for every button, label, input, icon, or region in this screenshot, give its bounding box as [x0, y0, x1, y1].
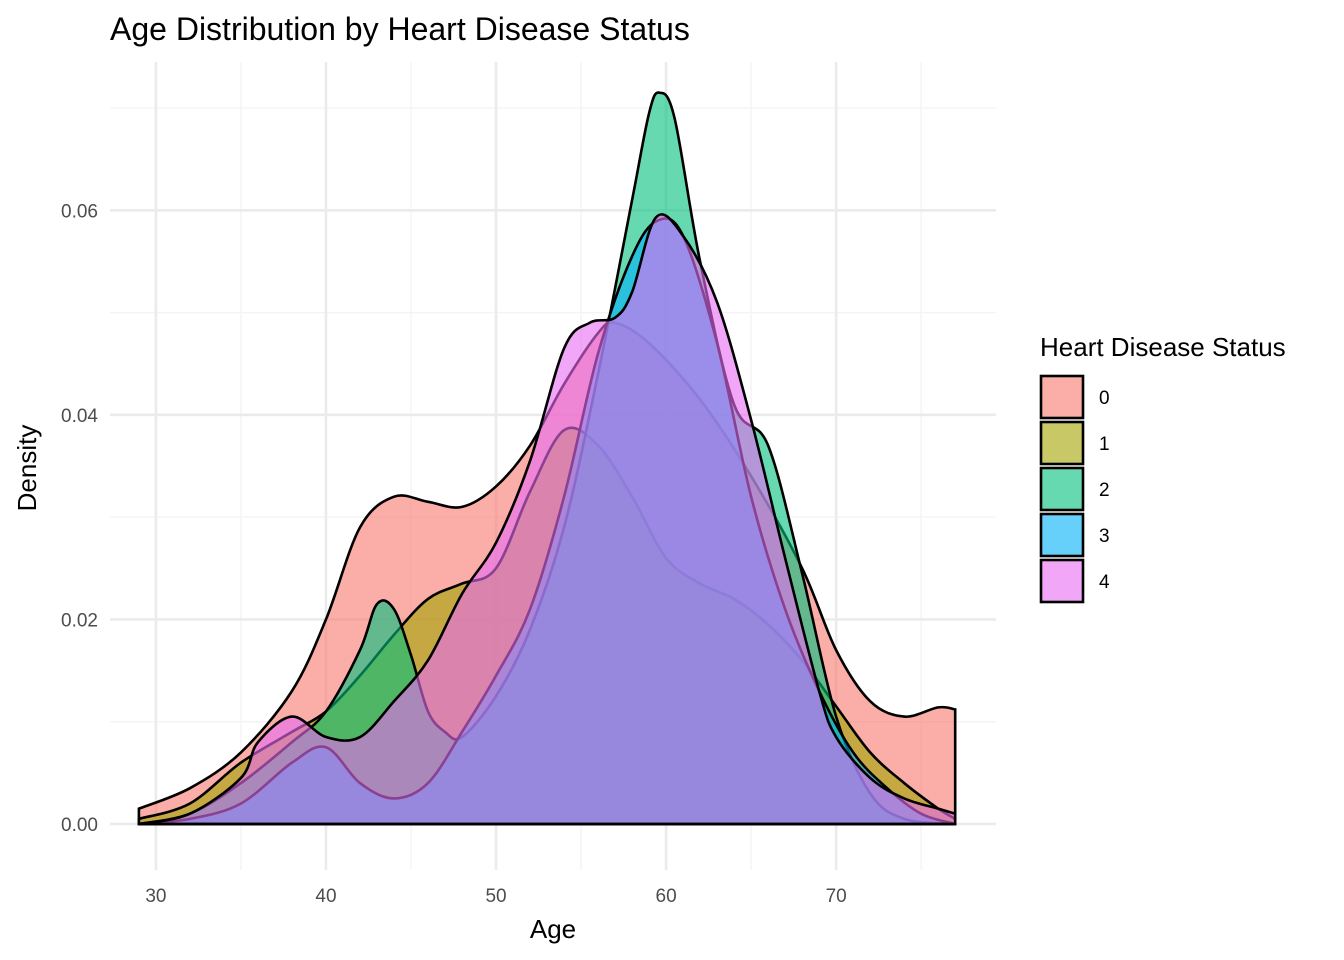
legend-items: 0 1 2 3 4 — [1039, 374, 1110, 604]
density-series — [137, 91, 957, 826]
legend-label-3: 3 — [1099, 526, 1110, 547]
legend-label-1: 1 — [1099, 434, 1110, 455]
legend: Heart Disease Status 0 1 2 3 4 — [1039, 332, 1286, 604]
y-tick-label: 0.04 — [61, 406, 98, 427]
x-tick-label: 60 — [656, 886, 677, 907]
y-tick-label: 0.00 — [61, 815, 98, 836]
legend-label-4: 4 — [1099, 572, 1110, 593]
x-tick-label: 40 — [315, 886, 336, 907]
legend-swatch-1 — [1039, 420, 1085, 466]
y-tick-label: 0.06 — [61, 201, 98, 222]
y-axis-title: Density — [12, 425, 42, 512]
x-axis-title: Age — [530, 914, 576, 944]
x-tick-label: 50 — [485, 886, 506, 907]
x-axis-ticks: 30 40 50 60 70 — [145, 886, 846, 907]
legend-label-0: 0 — [1099, 388, 1110, 409]
legend-swatch-2 — [1039, 466, 1085, 512]
y-axis-ticks: 0.00 0.02 0.04 0.06 — [61, 201, 98, 836]
density-area-status-4 — [138, 213, 957, 826]
y-tick-label: 0.02 — [61, 610, 98, 631]
x-tick-label: 30 — [145, 886, 166, 907]
legend-label-2: 2 — [1099, 480, 1110, 501]
chart-title: Age Distribution by Heart Disease Status — [110, 11, 690, 47]
legend-swatch-4 — [1039, 558, 1085, 604]
legend-swatch-3 — [1039, 512, 1085, 558]
legend-swatch-0 — [1039, 374, 1085, 420]
x-tick-label: 70 — [826, 886, 847, 907]
legend-title: Heart Disease Status — [1040, 332, 1286, 362]
